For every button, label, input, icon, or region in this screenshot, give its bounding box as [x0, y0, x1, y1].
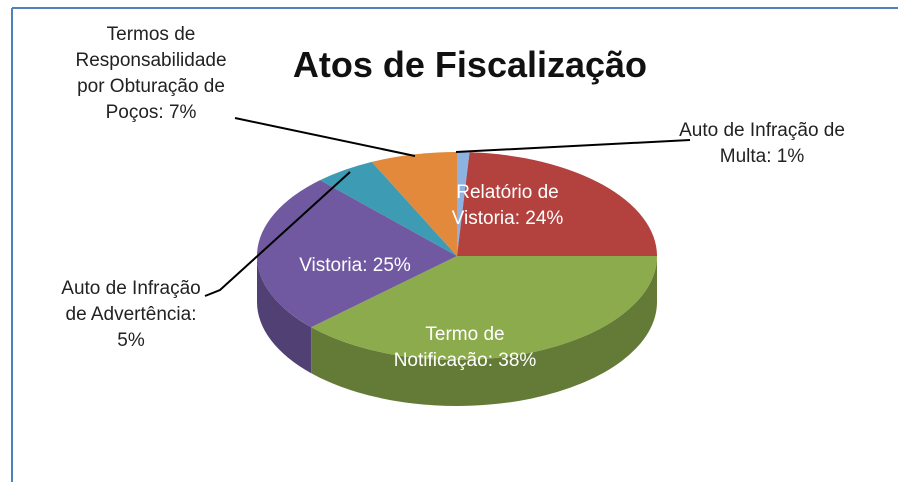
slice: [311, 256, 657, 360]
slice-side: [257, 256, 312, 374]
slice-label: Vistoria: 25%: [299, 255, 411, 276]
leader-line: [204, 171, 351, 297]
leader-line: [234, 117, 416, 157]
slice: [371, 152, 457, 256]
chart-title: Atos de Fiscalização: [292, 44, 648, 85]
slice-label: Auto de Infração de Advertência: 5%: [61, 278, 201, 351]
slice-side: [311, 256, 657, 406]
slice-label: Termo de Notificação: 38%: [393, 324, 537, 371]
slice-label: Relatório de Vistoria: 24%: [451, 182, 564, 229]
slice: [457, 152, 470, 256]
slice-label: Auto de Infração de Multa: 1%: [679, 120, 845, 167]
slice: [320, 161, 457, 256]
leader-line: [455, 139, 691, 153]
slice: [256, 180, 457, 328]
pie: [256, 152, 657, 406]
slice-label: Termos de Responsabilidade por Obturação…: [75, 24, 227, 123]
slice: [457, 152, 657, 256]
